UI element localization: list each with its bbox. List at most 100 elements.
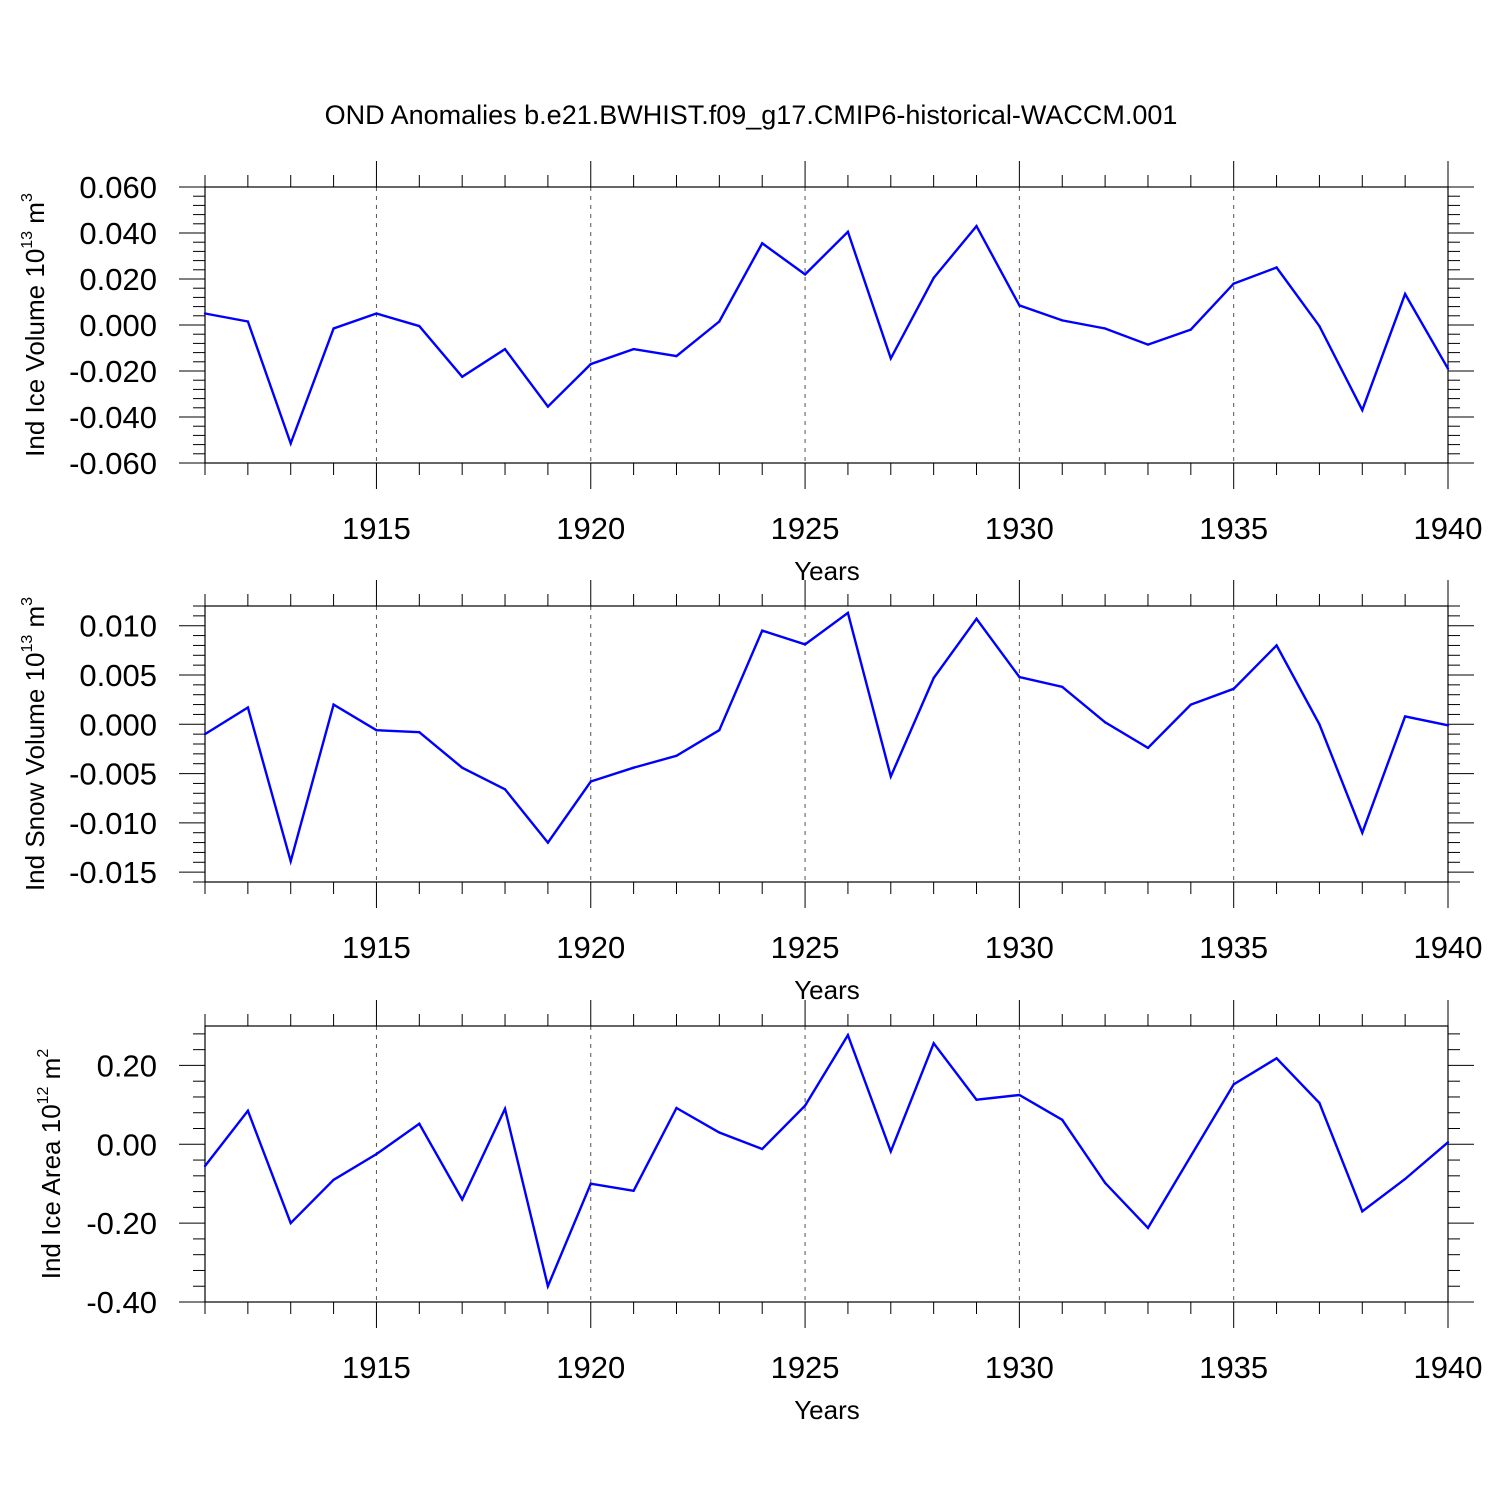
y-tick-label: 0.020 xyxy=(79,262,157,297)
x-tick-label: 1915 xyxy=(342,1350,411,1385)
data-point xyxy=(375,729,378,732)
y-tick-label: -0.20 xyxy=(86,1206,157,1241)
data-point xyxy=(889,357,892,360)
data-point xyxy=(846,1033,850,1037)
y-tick-label: -0.020 xyxy=(69,354,157,389)
series-line xyxy=(204,610,1449,866)
x-tick-label: 1935 xyxy=(1199,930,1268,965)
data-point xyxy=(1061,685,1064,689)
y-tick-label: 0.040 xyxy=(79,216,157,251)
data-point xyxy=(1146,1226,1150,1230)
data-point xyxy=(932,676,935,680)
panel-1: -0.060 -0.040 -0.020 0.000 0.020 0.040 0.060 19… xyxy=(19,161,1482,586)
x-tick-label: 1925 xyxy=(771,930,840,965)
data-point xyxy=(1403,715,1407,718)
data-point xyxy=(418,730,421,734)
data-point xyxy=(546,405,550,408)
data-point xyxy=(632,766,635,769)
series-line xyxy=(204,223,1450,447)
data-point xyxy=(203,312,207,315)
data-point xyxy=(1275,266,1278,269)
y-tick-label: -0.060 xyxy=(69,446,157,481)
data-point xyxy=(975,224,978,228)
data-point xyxy=(289,1221,292,1225)
x-axis-title: Years xyxy=(794,975,860,1005)
data-point xyxy=(718,1131,721,1134)
x-tick-label: 1915 xyxy=(342,511,411,546)
data-point xyxy=(975,617,978,621)
data-point xyxy=(761,242,764,245)
data-point xyxy=(1103,327,1107,330)
data-point xyxy=(846,611,850,615)
data-point xyxy=(503,788,507,791)
x-tick-label: 1925 xyxy=(771,511,840,546)
data-point xyxy=(375,312,378,315)
data-point xyxy=(589,1182,592,1185)
y-axis-title: Ind Ice Volume 1013 m3 xyxy=(19,193,50,457)
y-axis-title: Ind Ice Area 1012 m2 xyxy=(35,1049,66,1280)
data-point xyxy=(761,629,764,632)
y-axis-title: Ind Snow Volume 1013 m3 xyxy=(19,597,50,891)
y-tick-label: -0.40 xyxy=(86,1285,157,1320)
data-point xyxy=(546,841,550,844)
data-point xyxy=(1103,721,1107,724)
data-point xyxy=(1446,367,1450,370)
data-point xyxy=(1189,1154,1193,1158)
y-tick-label: -0.015 xyxy=(69,855,157,890)
data-point xyxy=(418,1122,421,1125)
data-point xyxy=(718,320,721,323)
data-point xyxy=(1318,723,1321,726)
x-tick-label: 1940 xyxy=(1414,511,1483,546)
data-point xyxy=(1061,319,1064,322)
data-point xyxy=(846,230,850,234)
panel-2: -0.015 -0.010 -0.005 0.000 0.005 0.010 1915 192… xyxy=(19,580,1482,1005)
series-line xyxy=(204,1032,1449,1291)
x-tick-label: 1930 xyxy=(985,930,1054,965)
data-point xyxy=(418,324,421,328)
data-point xyxy=(332,1178,335,1181)
y-tick-label: 0.005 xyxy=(79,658,157,693)
data-point xyxy=(460,375,464,378)
data-point xyxy=(889,775,892,778)
data-point xyxy=(1189,328,1193,331)
data-point xyxy=(761,1147,764,1151)
data-point xyxy=(632,347,635,351)
data-point xyxy=(1103,1181,1107,1185)
plot-frame xyxy=(204,1025,1449,1303)
x-tick-label: 1930 xyxy=(985,1350,1054,1385)
y-tick-label: 0.000 xyxy=(79,707,157,742)
data-point xyxy=(460,1198,464,1201)
data-point xyxy=(1018,675,1021,679)
data-point xyxy=(1018,1093,1021,1097)
data-point xyxy=(1446,724,1450,727)
data-point xyxy=(332,327,335,330)
data-point xyxy=(1018,304,1021,307)
data-point xyxy=(1318,324,1321,328)
data-point xyxy=(1232,282,1235,285)
data-point xyxy=(1146,746,1150,750)
x-tick-label: 1920 xyxy=(556,1350,625,1385)
y-tick-label: 0.20 xyxy=(97,1048,157,1083)
x-axis-title: Years xyxy=(794,1395,860,1425)
y-tick-label: 0.010 xyxy=(79,609,157,644)
data-point xyxy=(889,1150,892,1153)
data-point xyxy=(203,1164,207,1168)
data-point xyxy=(1189,703,1193,706)
y-tick-label: 0.060 xyxy=(79,170,157,205)
data-point xyxy=(503,1107,507,1111)
data-point xyxy=(1275,644,1278,647)
data-point xyxy=(1318,1101,1321,1105)
data-point xyxy=(932,1042,935,1045)
y-tick-label: 0.00 xyxy=(97,1127,157,1162)
x-tick-label: 1940 xyxy=(1414,1350,1483,1385)
data-point xyxy=(1232,1083,1235,1086)
chart-title: OND Anomalies b.e21.BWHIST.f09_g17.CMIP6… xyxy=(325,100,1178,130)
data-point xyxy=(375,1152,378,1156)
data-point xyxy=(546,1285,550,1288)
data-point xyxy=(246,320,250,323)
data-point xyxy=(1232,687,1235,690)
data-point xyxy=(1361,408,1364,412)
plot-frame xyxy=(204,605,1449,883)
data-point xyxy=(932,276,935,280)
